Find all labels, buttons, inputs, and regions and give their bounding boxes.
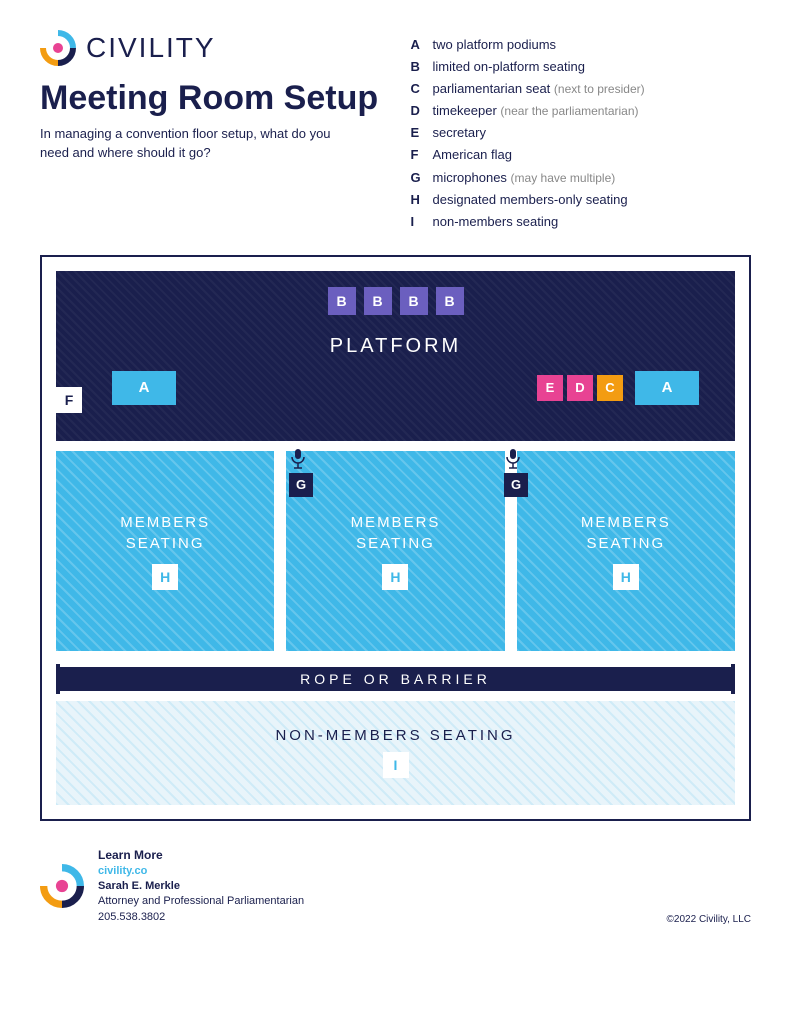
legend-row: FAmerican flag <box>411 144 752 166</box>
platform-area: BBBB PLATFORM A E D C A F <box>56 271 735 441</box>
legend-row: Hdesignated members-only seating <box>411 189 752 211</box>
members-label: MEMBERSSEATING <box>351 512 441 554</box>
legend: Atwo platform podiumsBlimited on-platfor… <box>411 30 752 233</box>
nonmembers-label: NON-MEMBERS SEATING <box>275 727 515 744</box>
timekeeper-d: D <box>567 375 593 401</box>
members-seating-col: MEMBERSSEATING H <box>517 451 735 651</box>
platform-seat-b: B <box>328 287 356 315</box>
brand-text: CIVILITY <box>86 32 216 64</box>
members-label: MEMBERSSEATING <box>581 512 671 554</box>
diagram: BBBB PLATFORM A E D C A F G G MEMBERSSEA… <box>40 255 751 821</box>
members-seating-col: MEMBERSSEATING H <box>286 451 504 651</box>
footer-contact: Learn More civility.co Sarah E. Merkle A… <box>98 847 304 925</box>
legend-row: Dtimekeeper (near the parliamentarian) <box>411 100 752 122</box>
members-h: H <box>152 564 178 590</box>
podium-a-right: A <box>635 371 699 405</box>
flag-f: F <box>56 387 82 413</box>
legend-row: Gmicrophones (may have multiple) <box>411 167 752 189</box>
legend-row: Inon-members seating <box>411 211 752 233</box>
podium-a-left: A <box>112 371 176 405</box>
legend-row: Esecretary <box>411 122 752 144</box>
nonmembers-i: I <box>383 752 409 778</box>
page-title: Meeting Room Setup <box>40 80 381 117</box>
rope-barrier: ROPE OR BARRIER <box>56 667 735 691</box>
copyright: ©2022 Civility, LLC <box>667 914 751 925</box>
edc-seats: E D C <box>537 375 623 401</box>
legend-row: Cparliamentarian seat (next to presider) <box>411 78 752 100</box>
logo: CIVILITY <box>40 30 381 66</box>
platform-seat-b: B <box>400 287 428 315</box>
microphone-2: G <box>504 449 528 497</box>
mic-g-2: G <box>504 473 528 497</box>
platform-seat-b: B <box>436 287 464 315</box>
members-label: MEMBERSSEATING <box>120 512 210 554</box>
members-h: H <box>382 564 408 590</box>
secretary-e: E <box>537 375 563 401</box>
microphone-1: G <box>289 449 313 497</box>
platform-label: PLATFORM <box>330 335 461 358</box>
members-seating-col: MEMBERSSEATING H <box>56 451 274 651</box>
nonmembers-area: NON-MEMBERS SEATING I <box>56 701 735 805</box>
members-h: H <box>613 564 639 590</box>
parliamentarian-c: C <box>597 375 623 401</box>
mic-g-1: G <box>289 473 313 497</box>
legend-row: Atwo platform podiums <box>411 34 752 56</box>
platform-seat-b: B <box>364 287 392 315</box>
subtitle: In managing a convention floor setup, wh… <box>40 125 360 161</box>
footer-logo-icon <box>40 864 84 908</box>
legend-row: Blimited on-platform seating <box>411 56 752 78</box>
